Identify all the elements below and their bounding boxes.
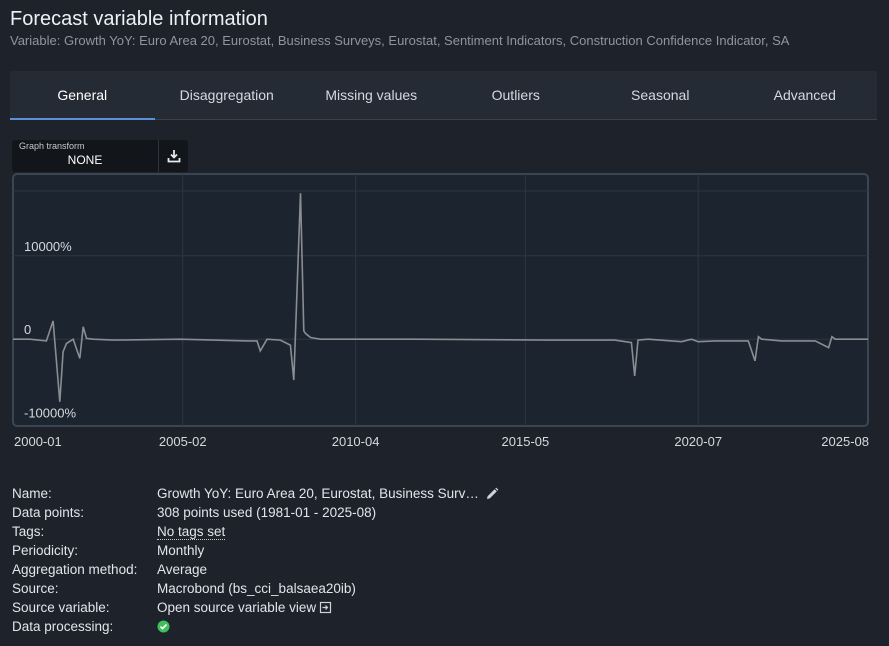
detail-row-data-points: Data points: 308 points used (1981-01 - …	[12, 503, 499, 522]
chart: 10000% 0 -10000% 2000-01 2005-02 2010-04 2015…	[0, 172, 889, 462]
data-processing-label: Data processing:	[12, 619, 114, 634]
tags-link[interactable]: No tags set	[157, 523, 226, 540]
dialog-title: Forecast variable information	[10, 8, 268, 30]
source-label: Source:	[12, 581, 59, 596]
check-circle-icon	[157, 620, 170, 633]
open-external-icon	[319, 601, 332, 614]
name-label: Name:	[12, 486, 52, 501]
detail-row-tags: Tags: No tags set	[12, 522, 499, 541]
x-tick-label: 2020-07	[674, 434, 722, 449]
detail-row-name: Name: Growth YoY: Euro Area 20, Eurostat…	[12, 484, 499, 503]
detail-row-periodicity: Periodicity: Monthly	[12, 541, 499, 560]
detail-row-aggregation: Aggregation method: Average	[12, 560, 499, 579]
tab-seasonal[interactable]: Seasonal	[631, 87, 690, 103]
tab-missing-values[interactable]: Missing values	[325, 87, 418, 103]
periodicity-value: Monthly	[157, 543, 205, 558]
open-source-variable-link[interactable]: Open source variable view	[157, 598, 332, 617]
periodicity-label: Periodicity:	[12, 543, 79, 558]
data-points-value: 308 points used (1981-01 - 2025-08)	[157, 505, 377, 520]
tags-label: Tags:	[12, 524, 45, 539]
source-variable-label: Source variable:	[12, 600, 110, 615]
series-line	[13, 193, 868, 402]
graph-transform-select[interactable]: Graph transform NONE	[12, 140, 158, 172]
y-tick-label: 0	[24, 322, 31, 337]
aggregation-label: Aggregation method:	[12, 562, 138, 577]
x-tick-label: 2015-05	[502, 434, 550, 449]
graph-transform-value: NONE	[67, 153, 103, 167]
tab-outliers[interactable]: Outliers	[491, 87, 540, 103]
name-value: Growth YoY: Euro Area 20, Eurostat, Busi…	[157, 486, 479, 501]
chart-svg: 10000% 0 -10000% 2000-01 2005-02 2010-04 2015…	[12, 173, 869, 449]
x-tick-label: 2000-01	[14, 434, 62, 449]
graph-transform-control: Graph transform NONE	[12, 140, 188, 172]
x-tick-label: 2010-04	[332, 434, 380, 449]
y-tick-label: -10000%	[24, 406, 76, 421]
download-icon	[167, 150, 180, 163]
download-button[interactable]	[159, 140, 188, 172]
detail-row-data-processing: Data processing:	[12, 617, 499, 636]
tab-advanced[interactable]: Advanced	[773, 87, 836, 103]
tab-bar: General Disaggregation Missing values Ou…	[10, 71, 877, 120]
graph-transform-label: Graph transform	[19, 141, 85, 151]
x-tick-label: 2025-08	[821, 434, 869, 449]
detail-row-source: Source: Macrobond (bs_cci_balsaea20ib)	[12, 579, 499, 598]
detail-row-source-variable: Source variable: Open source variable vi…	[12, 598, 499, 617]
open-source-variable-text: Open source variable view	[157, 600, 317, 615]
plot-area	[12, 173, 869, 427]
data-points-label: Data points:	[12, 505, 85, 520]
edit-name-button[interactable]	[485, 487, 499, 501]
x-tick-label: 2005-02	[159, 434, 207, 449]
y-tick-label: 10000%	[24, 239, 72, 254]
variable-details: Name: Growth YoY: Euro Area 20, Eurostat…	[12, 484, 499, 636]
variable-subtitle: Variable: Growth YoY: Euro Area 20, Euro…	[10, 33, 790, 48]
aggregation-value: Average	[157, 562, 208, 577]
source-value: Macrobond (bs_cci_balsaea20ib)	[157, 581, 356, 596]
tab-general[interactable]: General	[10, 71, 155, 120]
pencil-icon	[486, 487, 499, 499]
tab-disaggregation[interactable]: Disaggregation	[179, 87, 274, 103]
